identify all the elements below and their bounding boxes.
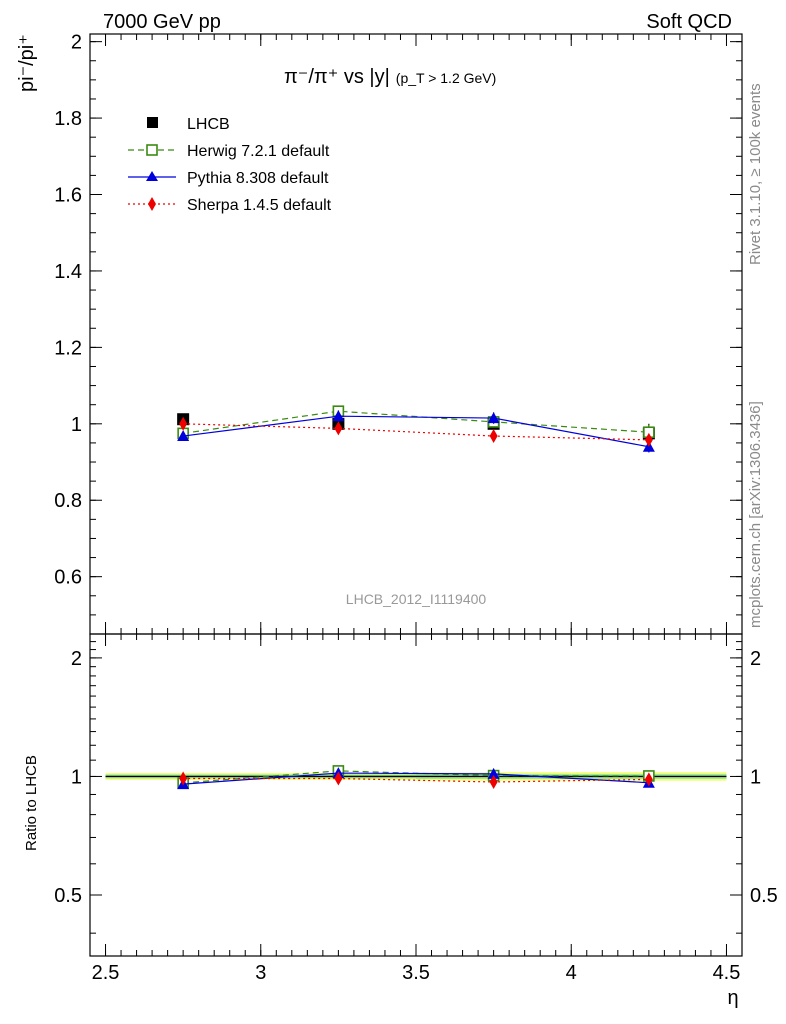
chart-title: π⁻/π⁺ vs |y| (p_T > 1.2 GeV): [284, 66, 496, 88]
legend: LHCB Herwig 7.2.1 default Pythia 8.308 d…: [128, 116, 332, 214]
legend-label-herwig: Herwig 7.2.1 default: [187, 143, 330, 160]
ratio-frame: [89, 633, 743, 957]
x-tick-label: 4.5: [713, 962, 741, 984]
legend-label-pythia: Pythia 8.308 default: [187, 170, 329, 187]
point-sherpa: [489, 429, 498, 444]
mcplots-reference-label: mcplots.cern.ch [arXiv:1306.3436]: [747, 401, 764, 628]
point-sherpa: [644, 432, 653, 447]
series-line-pythia: [183, 415, 649, 448]
ratio-tick-label-left: 1: [71, 766, 82, 788]
x-tick-label: 4: [566, 962, 577, 984]
legend-label-sherpa: Sherpa 1.4.5 default: [187, 197, 332, 214]
x-axis-label: η: [727, 987, 738, 1009]
chart-title-main: π⁻/π⁺ vs |y|: [284, 66, 390, 88]
ratio-tick-label-left: 0.5: [54, 885, 82, 907]
ratio-tick-label-right: 1: [750, 766, 761, 788]
point-pythia: [332, 410, 345, 422]
ratio-point-sherpa: [644, 772, 653, 787]
ratio-tick-label-right: 0.5: [750, 885, 778, 907]
header-category: Soft QCD: [646, 11, 732, 33]
point-pythia: [487, 412, 500, 424]
point-sherpa: [334, 421, 343, 436]
ratio-point-sherpa: [334, 771, 343, 786]
rivet-version-label: Rivet 3.1.10, ≥ 100k events: [747, 83, 764, 265]
ratio-tick-label-right: 2: [750, 648, 761, 670]
y-tick-label: 1.2: [54, 337, 82, 359]
legend-marker-lhcb: [147, 117, 158, 128]
ratio-tick-label-left: 2: [71, 648, 82, 670]
y-axis-label: pi⁻/pi⁺: [16, 34, 38, 92]
ratio-point-pythia: [487, 767, 500, 779]
series-line-sherpa: [183, 423, 649, 441]
ratio-line-pythia: [183, 772, 649, 785]
legend-marker-sherpa: [148, 197, 156, 211]
y-tick-label: 0.8: [54, 490, 82, 512]
ratio-y-axis-label: Ratio to LHCB: [23, 755, 40, 851]
x-tick-label: 3: [255, 962, 266, 984]
ratio-point-sherpa: [489, 775, 498, 790]
x-tick-label: 3.5: [402, 962, 430, 984]
header-energy: 7000 GeV pp: [103, 11, 221, 33]
y-tick-label: 1.4: [54, 261, 82, 283]
point-sherpa: [179, 416, 188, 431]
y-tick-label: 1: [71, 414, 82, 436]
y-tick-label: 2: [71, 32, 82, 54]
chart-title-cut: (p_T > 1.2 GeV): [396, 70, 497, 86]
legend-marker-herwig: [146, 144, 158, 156]
y-tick-label: 0.6: [54, 567, 82, 589]
legend-label-lhcb: LHCB: [187, 116, 230, 133]
analysis-watermark: LHCB_2012_I1119400: [346, 591, 487, 607]
y-tick-label: 1.8: [54, 108, 82, 130]
legend-marker-pythia: [146, 171, 158, 181]
x-tick-label: 2.5: [92, 962, 120, 984]
y-tick-label: 1.6: [54, 185, 82, 207]
point-pythia: [177, 430, 190, 442]
ratio-point-sherpa: [179, 771, 188, 786]
series-line-herwig: [183, 410, 649, 434]
